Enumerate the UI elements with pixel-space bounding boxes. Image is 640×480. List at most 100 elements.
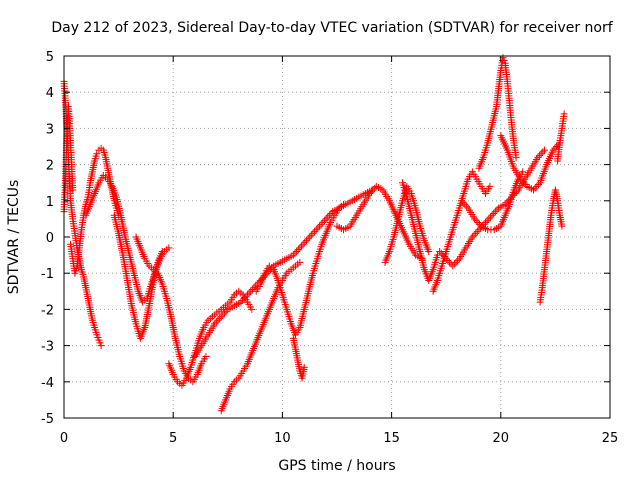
y-tick-label: -3 — [41, 340, 54, 355]
data-point — [69, 186, 77, 194]
data-point — [237, 298, 245, 306]
data-point — [298, 242, 306, 250]
data-point — [471, 215, 479, 223]
data-point — [425, 247, 433, 255]
data-point — [560, 110, 568, 118]
data-point — [482, 219, 490, 227]
data-point — [516, 175, 524, 183]
data-point — [324, 213, 332, 221]
data-point — [536, 152, 544, 160]
data-point — [442, 255, 450, 263]
x-tick-label: 20 — [493, 431, 510, 446]
data-point — [437, 249, 445, 257]
y-tick-label: 5 — [46, 50, 54, 65]
data-point — [445, 258, 453, 266]
data-point — [165, 244, 173, 252]
data-point — [470, 231, 478, 239]
data-point — [311, 228, 319, 236]
data-point — [468, 233, 476, 241]
data-point — [462, 202, 470, 210]
data-point — [97, 342, 105, 350]
data-point — [539, 148, 547, 156]
y-tick-label: 4 — [46, 86, 54, 101]
data-point — [520, 179, 528, 187]
data-point — [473, 228, 481, 236]
data-point — [242, 293, 250, 301]
data-point — [449, 262, 457, 270]
data-point — [537, 150, 545, 158]
data-point — [444, 257, 452, 265]
data-point — [476, 220, 484, 228]
data-point — [531, 184, 539, 192]
data-point — [533, 182, 541, 190]
data-point — [340, 200, 348, 208]
x-axis-label: GPS time / hours — [278, 458, 395, 474]
data-point — [243, 291, 251, 299]
y-tick-label: -1 — [41, 267, 54, 282]
data-point — [296, 258, 304, 266]
data-point — [302, 237, 310, 245]
data-point — [474, 219, 482, 227]
x-tick-label: 10 — [274, 431, 291, 446]
data-point — [369, 186, 377, 194]
data-point — [452, 258, 460, 266]
data-point — [219, 311, 227, 319]
x-tick-label: 5 — [169, 431, 177, 446]
data-point — [309, 229, 317, 237]
data-point — [306, 233, 314, 241]
x-tick-label: 25 — [602, 431, 619, 446]
data-point — [294, 246, 302, 254]
data-point — [450, 260, 458, 268]
data-point — [222, 307, 230, 315]
data-point — [245, 289, 253, 297]
data-point — [490, 209, 498, 217]
data-point — [291, 249, 299, 257]
data-point — [202, 352, 210, 360]
data-point — [472, 229, 480, 237]
data-point — [214, 316, 222, 324]
data-point — [307, 231, 315, 239]
data-point — [293, 247, 301, 255]
data-point — [530, 186, 538, 194]
data-point — [512, 153, 520, 161]
data-point — [521, 181, 529, 189]
data-point — [486, 213, 494, 221]
data-point — [518, 177, 526, 185]
data-point — [317, 220, 325, 228]
data-point — [551, 144, 559, 152]
data-point — [534, 153, 542, 161]
data-point — [93, 150, 101, 158]
data-point — [322, 215, 330, 223]
data-point — [483, 217, 491, 225]
data-point — [491, 208, 499, 216]
x-tick-label: 15 — [383, 431, 400, 446]
chart-title: Day 212 of 2023, Sidereal Day-to-day VTE… — [51, 20, 613, 36]
data-point — [304, 235, 312, 243]
data-point — [485, 215, 493, 223]
data-point — [367, 188, 375, 196]
y-tick-label: -2 — [41, 303, 54, 318]
data-point — [441, 253, 449, 261]
data-point — [239, 296, 247, 304]
data-point — [248, 285, 256, 293]
y-tick-label: -4 — [41, 376, 54, 391]
data-point — [319, 219, 327, 227]
data-point — [558, 222, 566, 230]
data-point — [459, 199, 467, 207]
data-point — [519, 168, 527, 176]
data-point — [212, 318, 220, 326]
data-point — [301, 238, 309, 246]
data-point — [221, 309, 229, 317]
x-axis-ticks: 0 5 10 15 20 25 — [60, 56, 618, 446]
data-point — [216, 314, 224, 322]
data-point — [312, 226, 320, 234]
data-point — [486, 182, 494, 190]
data-point — [472, 217, 480, 225]
data-point — [158, 247, 166, 255]
y-tick-label: 0 — [46, 231, 54, 246]
data-point — [314, 224, 322, 232]
y-tick-label: -5 — [41, 412, 54, 427]
data-point — [488, 211, 496, 219]
y-tick-label: 2 — [46, 159, 54, 174]
